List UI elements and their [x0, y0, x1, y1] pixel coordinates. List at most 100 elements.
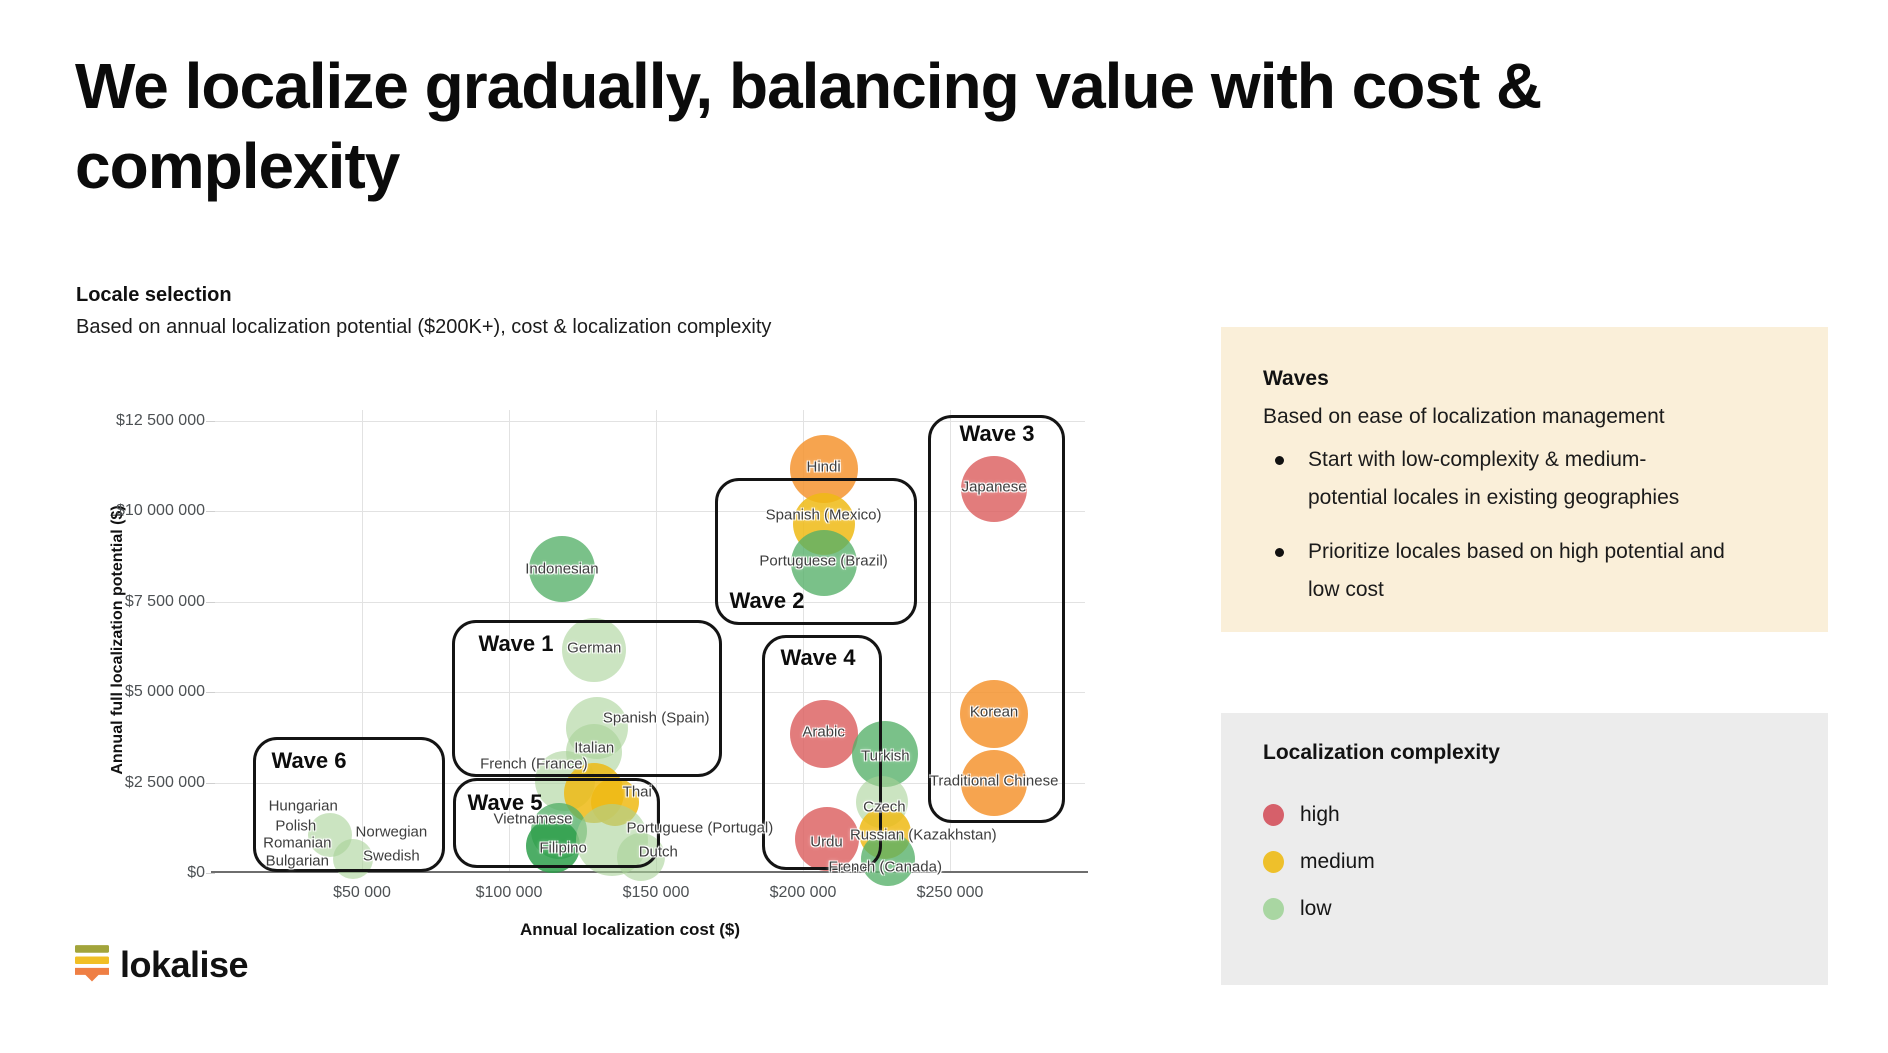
x-tick-label: $100 000: [475, 884, 543, 901]
complexity-panel: Localization complexity high medium low: [1221, 713, 1828, 985]
y-tick-mark: [206, 420, 215, 422]
x-tick-label: $50 000: [333, 884, 391, 901]
wave-label: Wave 6: [271, 748, 347, 773]
locale-bubble-hindi: [789, 435, 858, 504]
y-tick-mark: [206, 511, 215, 512]
y-tick-mark: [206, 782, 215, 784]
high-complexity-dot-icon: [1263, 804, 1284, 826]
locale-bubble-urdu: [794, 806, 859, 871]
wave-label: Wave 2: [729, 588, 805, 613]
complexity-legend: high medium low: [1263, 803, 1792, 921]
waves-bullets: Start with low-complexity & medium-poten…: [1275, 441, 1792, 609]
y-axis-title: Annual full localization potential ($): [109, 505, 126, 775]
locale-bubble-filipino: [526, 818, 581, 873]
lokalise-logo-text: lokalise: [120, 944, 249, 985]
x-tick-label: $200 000: [769, 884, 837, 901]
locale-bubble-indonesian: [528, 535, 595, 602]
locale-label: Japanese: [961, 478, 1027, 496]
wave-label: Wave 3: [959, 421, 1035, 446]
x-tick-label: $150 000: [622, 884, 690, 901]
chart-heading: Locale selection: [76, 284, 232, 306]
locale-label: Turkish: [861, 747, 910, 765]
wave-box-wave-5: [453, 778, 660, 868]
locale-bubble-portuguese-brazil: [790, 530, 857, 597]
locale-label: Dutch: [638, 843, 678, 861]
page-title: We localize gradually, balancing value w…: [75, 50, 1542, 202]
waves-bullet-text: Prioritize locales based on high potenti…: [1308, 540, 1725, 601]
locale-label: Swedish: [363, 847, 420, 865]
v-gridline: [656, 410, 657, 871]
legend-row-medium: medium: [1263, 850, 1792, 874]
locale-label: Polish: [275, 817, 317, 835]
y-tick-label: $0: [187, 864, 205, 881]
y-tick-label: $5 000 000: [124, 683, 205, 700]
wave-label: Wave 5: [467, 790, 543, 815]
chart-subheading: Based on annual localization potential (…: [76, 316, 772, 338]
waves-bullet: Prioritize locales based on high potenti…: [1275, 533, 1792, 609]
waves-panel: Waves Based on ease of localization mana…: [1221, 327, 1828, 632]
locale-label: French (Canada): [828, 858, 942, 876]
y-tick-mark: [206, 601, 215, 603]
locale-label: Portuguese (Portugal): [626, 819, 774, 837]
x-tick-label: $250 000: [916, 884, 984, 901]
locale-bubble-japanese: [961, 456, 1028, 523]
low-complexity-dot-icon: [1263, 898, 1284, 920]
locale-label: Italian: [574, 739, 615, 757]
wave-box-wave-1: [452, 620, 722, 777]
h-gridline: [215, 420, 1085, 422]
locale-bubble-korean: [960, 679, 1029, 748]
locale-label: Vietnamese: [493, 810, 573, 828]
wave-label: Wave 1: [478, 631, 554, 656]
lokalise-logo-icon: [75, 945, 109, 982]
locale-label: Filipino: [539, 839, 587, 857]
x-axis-title: Annual localization cost ($): [519, 920, 741, 939]
legend-label: high: [1300, 803, 1340, 826]
locale-bubble-traditional-chinese: [961, 749, 1028, 816]
locale-label: Romanian: [263, 834, 332, 852]
y-tick-label: $12 500 000: [116, 411, 205, 429]
bullet-dot-icon: [1275, 548, 1284, 557]
legend-row-high: high: [1263, 803, 1792, 827]
locale-bubble-german: [562, 618, 627, 683]
waves-bullet: Start with low-complexity & medium-poten…: [1275, 441, 1792, 517]
v-gridline: [362, 410, 363, 871]
complexity-panel-title: Localization complexity: [1263, 741, 1500, 764]
locale-label: Hindi: [806, 458, 841, 476]
y-tick-mark: [206, 692, 215, 693]
h-gridline: [215, 511, 1085, 512]
h-gridline: [215, 601, 1085, 603]
locale-label: Arabic: [802, 723, 845, 741]
locale-label: Spanish (Mexico): [765, 506, 882, 524]
bullet-dot-icon: [1275, 456, 1284, 465]
waves-panel-intro: Based on ease of localization management: [1263, 405, 1665, 428]
v-gridline: [509, 410, 510, 871]
legend-label: medium: [1300, 850, 1375, 873]
wave-box-wave-3: [928, 415, 1065, 823]
wave-box-wave-6: [253, 737, 445, 872]
locale-label: Portuguese (Brazil): [759, 552, 888, 570]
locale-label: Thai: [622, 783, 652, 801]
medium-complexity-dot-icon: [1263, 851, 1284, 873]
v-gridline: [950, 410, 951, 871]
locale-bubble-turkish: [852, 720, 919, 787]
y-tick-label: $10 000 000: [116, 502, 205, 519]
locale-label: French (France): [480, 755, 588, 773]
locale-label: Norwegian: [355, 823, 428, 841]
waves-bullet-text: Start with low-complexity & medium-poten…: [1308, 448, 1680, 509]
h-gridline: [215, 692, 1085, 693]
locale-bubble-arabic: [789, 699, 858, 768]
locale-label: Traditional Chinese: [929, 772, 1059, 789]
v-gridline: [803, 410, 804, 871]
locale-label: Russian (Kazakhstan): [849, 826, 997, 844]
locale-label: Korean: [969, 703, 1019, 721]
locale-label: German: [567, 639, 622, 657]
locale-label: Czech: [863, 798, 906, 816]
locale-label: Hungarian: [268, 797, 338, 815]
locale-label: Indonesian: [525, 560, 599, 578]
wave-box-wave-4: [762, 635, 882, 870]
legend-row-low: low: [1263, 897, 1792, 921]
y-tick-label: $2 500 000: [124, 773, 205, 791]
y-tick-label: $7 500 000: [124, 592, 205, 610]
wave-label: Wave 4: [780, 645, 856, 670]
